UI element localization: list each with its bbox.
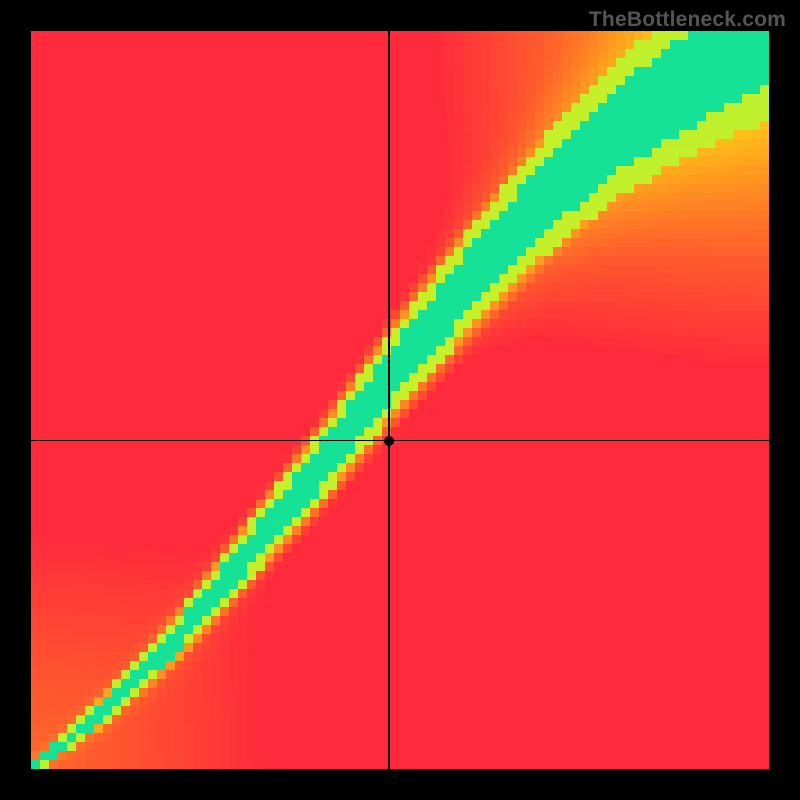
- chart-container: TheBottleneck.com: [0, 0, 800, 800]
- crosshair-vertical: [388, 31, 389, 769]
- heatmap-canvas: [31, 31, 769, 769]
- crosshair-marker: [384, 436, 394, 446]
- heatmap-plot: [31, 31, 769, 769]
- crosshair-horizontal: [31, 440, 769, 441]
- watermark-text: TheBottleneck.com: [589, 8, 786, 32]
